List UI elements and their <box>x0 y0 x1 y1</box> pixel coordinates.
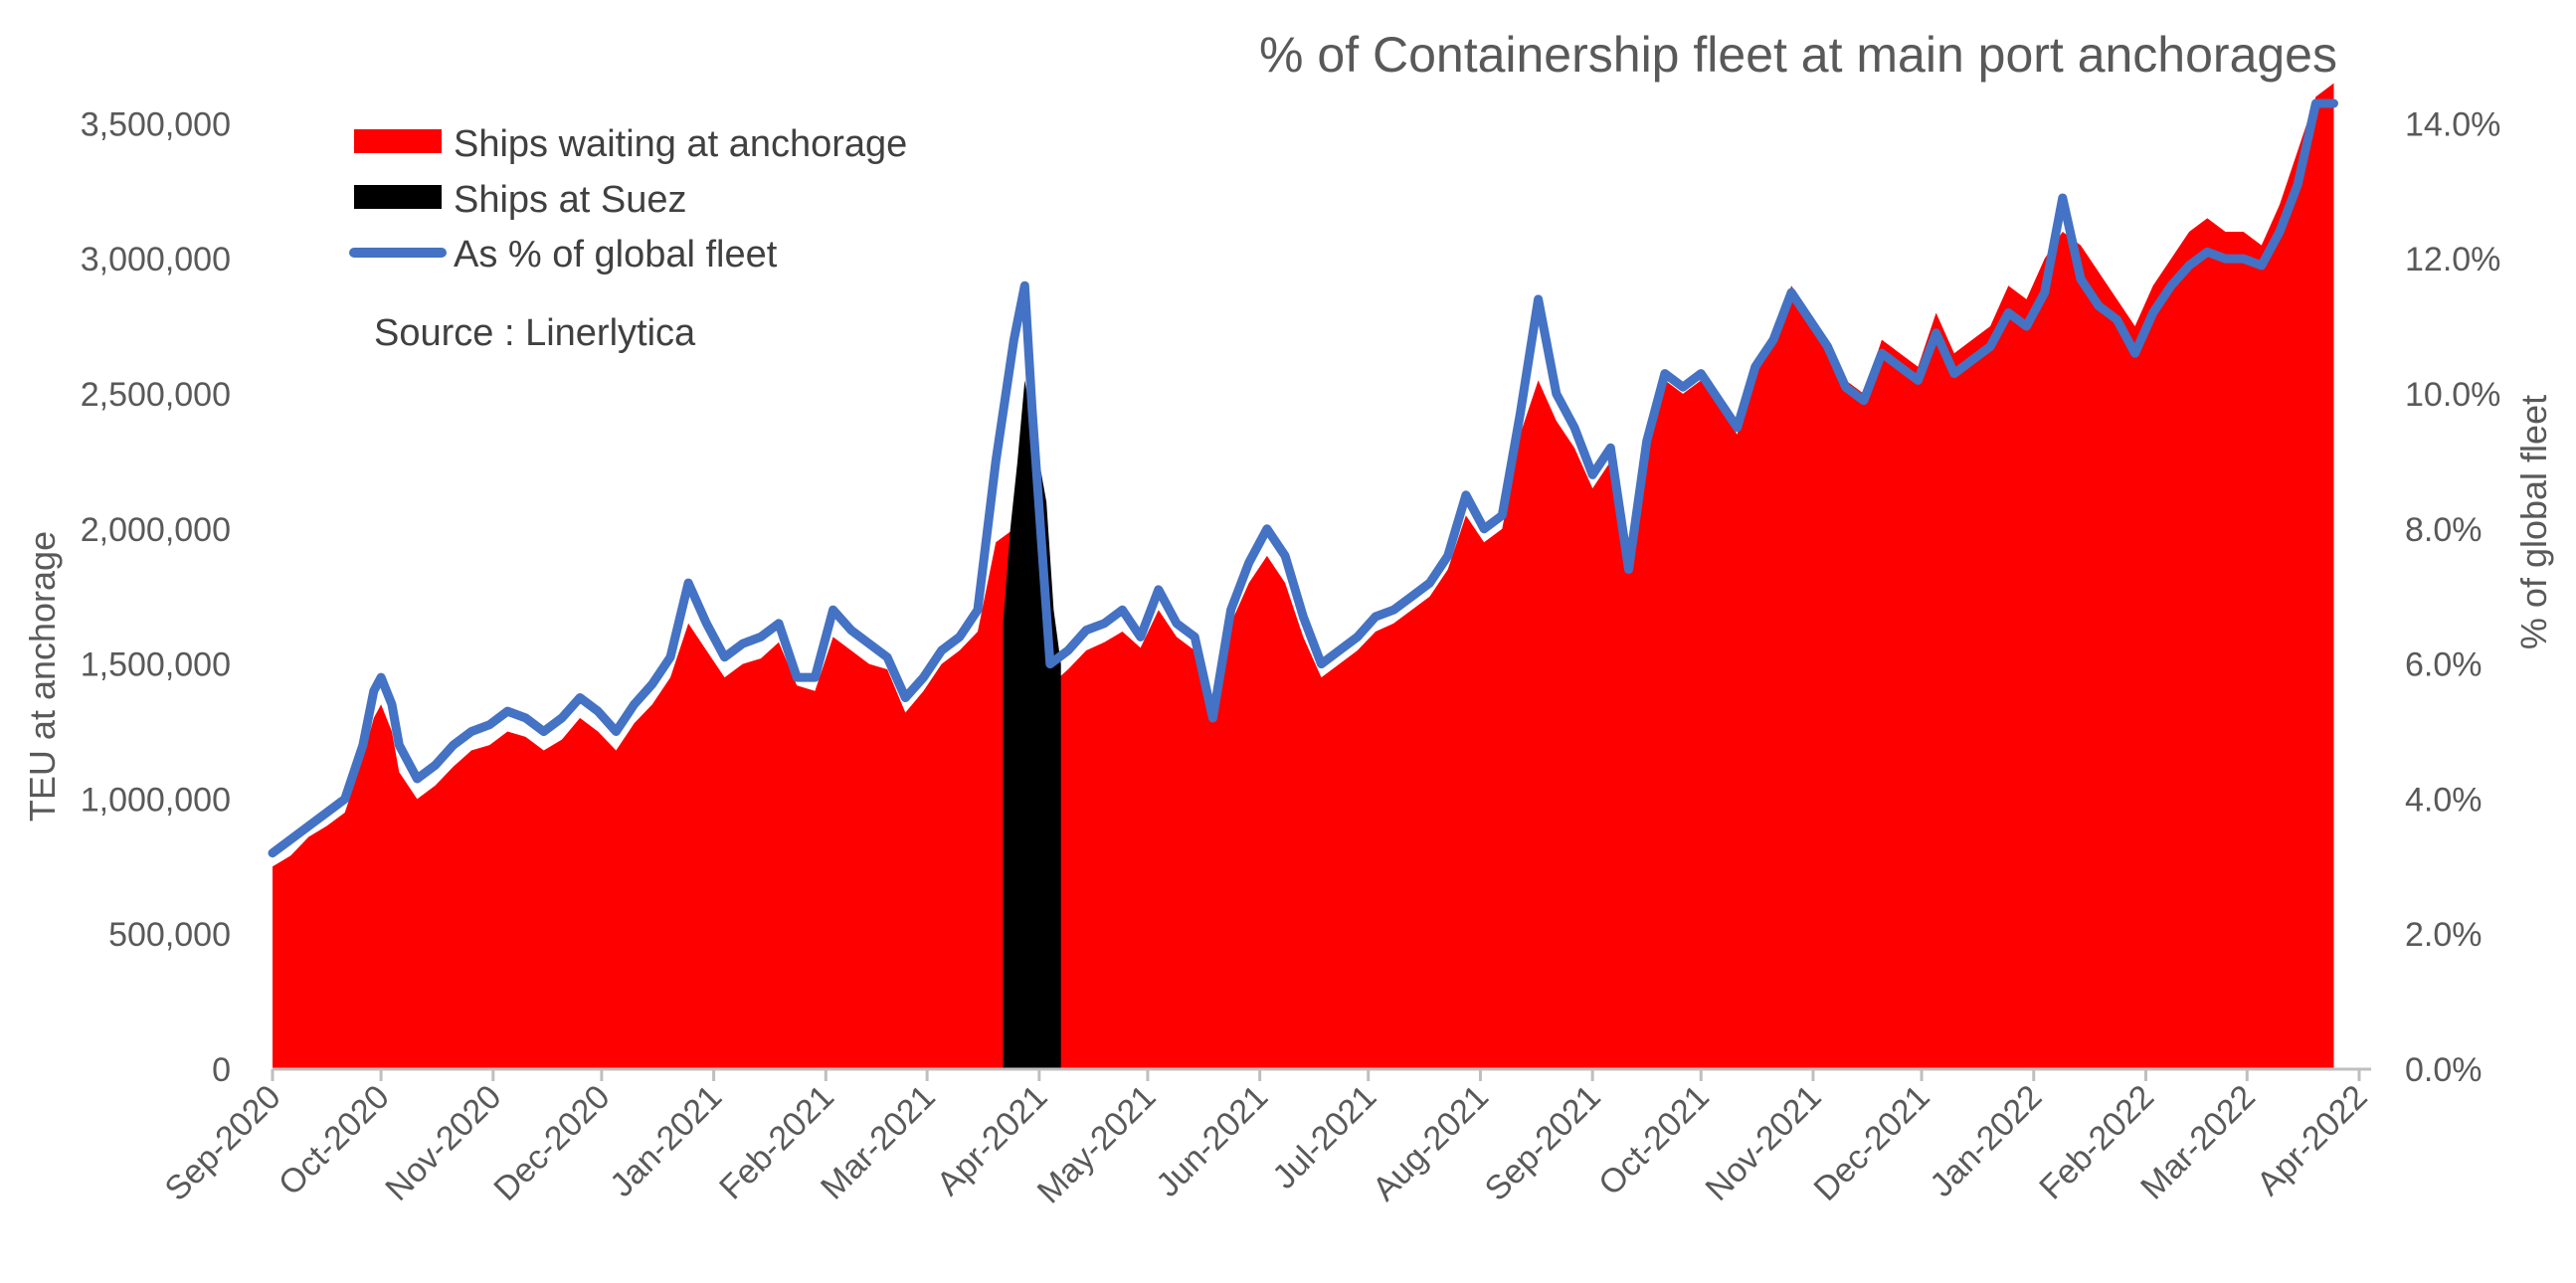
y-tick-label: 1,500,000 <box>81 646 231 684</box>
y2-tick-label: 8.0% <box>2405 511 2483 549</box>
y-tick-label: 2,500,000 <box>81 376 231 414</box>
plot-area <box>268 83 2338 1070</box>
y-tick-label: 3,000,000 <box>81 241 231 278</box>
y2-tick-label: 14.0% <box>2405 105 2500 143</box>
legend: Ships waiting at anchorage Ships at Suez… <box>349 123 907 354</box>
legend-swatch-anchorage <box>354 129 442 153</box>
legend-label-anchorage: Ships waiting at anchorage <box>454 123 907 165</box>
source-note: Source : Linerlytica <box>374 312 696 354</box>
y-tick-label: 1,000,000 <box>81 781 231 819</box>
legend-label-suez: Ships at Suez <box>454 179 686 221</box>
y-tick-label: 3,500,000 <box>81 105 231 143</box>
series-line-2 <box>268 98 2338 858</box>
y2-tick-label: 10.0% <box>2405 376 2500 414</box>
legend-label-fleet-pct: As % of global fleet <box>454 234 778 275</box>
y2-tick-label: 12.0% <box>2405 241 2500 278</box>
y2-tick-label: 2.0% <box>2405 916 2483 954</box>
y2-axis-label: % of global fleet <box>2513 395 2554 649</box>
legend-swatch-suez <box>354 185 442 209</box>
chart-title: % of Containership fleet at main port an… <box>1259 27 2337 83</box>
y-tick-label: 500,000 <box>108 916 231 954</box>
y-axis-right: 0.0% 2.0% 4.0% 6.0% 8.0% 10.0% 12.0% 14.0% <box>2405 105 2500 1089</box>
y-tick-label: 2,000,000 <box>81 511 231 549</box>
y2-tick-label: 0.0% <box>2405 1051 2483 1089</box>
y2-tick-label: 6.0% <box>2405 646 2483 684</box>
y-tick-label: 0 <box>212 1051 231 1089</box>
y-axis-label: TEU at anchorage <box>22 531 63 822</box>
y-axis-left: 0 500,000 1,000,000 1,500,000 2,000,000 2,500… <box>81 105 231 1089</box>
y2-tick-label: 4.0% <box>2405 781 2483 819</box>
